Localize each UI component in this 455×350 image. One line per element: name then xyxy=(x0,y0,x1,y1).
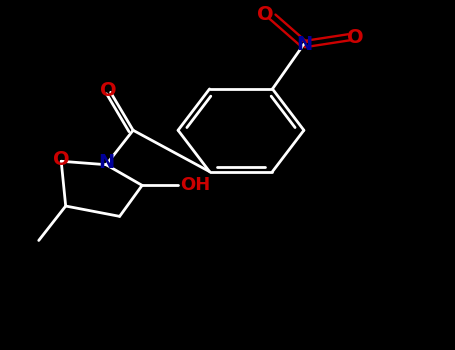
Text: OH: OH xyxy=(180,176,211,194)
Text: N: N xyxy=(98,154,114,173)
Text: O: O xyxy=(347,28,364,47)
Text: O: O xyxy=(100,81,117,100)
Text: O: O xyxy=(258,5,274,25)
Text: N: N xyxy=(296,35,312,54)
Text: O: O xyxy=(53,150,70,169)
